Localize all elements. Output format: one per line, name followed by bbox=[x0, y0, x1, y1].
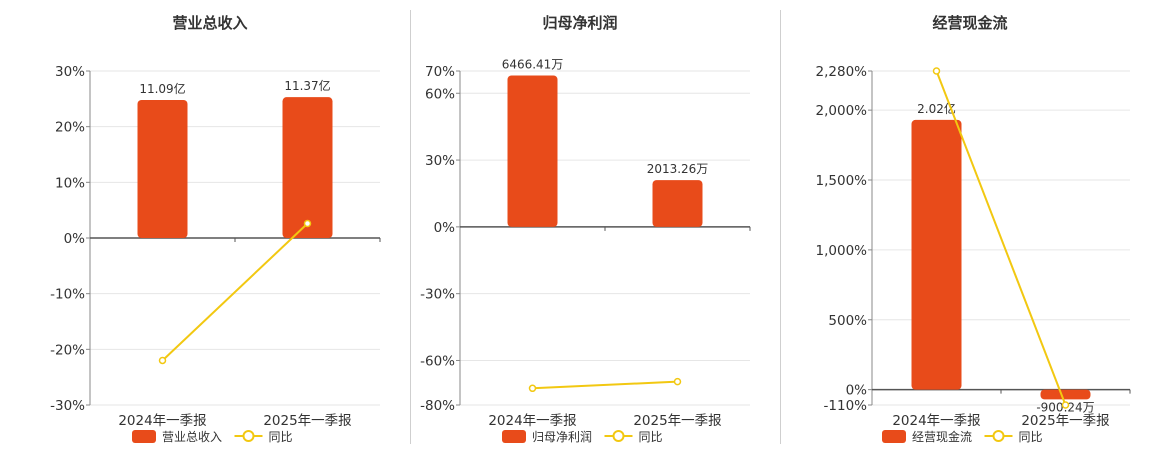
bar bbox=[652, 180, 703, 227]
bar-data-label: 2013.26万 bbox=[647, 162, 709, 176]
legend-bar-label: 归母净利润 bbox=[532, 430, 592, 444]
y-tick-label: 0% bbox=[64, 231, 86, 247]
x-tick-label: 2024年一季报 bbox=[118, 413, 206, 429]
x-tick-label: 2024年一季报 bbox=[892, 413, 980, 429]
yoy-point bbox=[932, 67, 941, 75]
x-tick-label: 2025年一季报 bbox=[633, 413, 721, 429]
bar bbox=[137, 99, 188, 239]
legend-bar-swatch bbox=[132, 430, 156, 443]
y-tick-label: 0% bbox=[846, 383, 868, 399]
y-tick-label: -30% bbox=[420, 287, 455, 303]
yoy-point bbox=[158, 356, 167, 365]
y-tick-label: -110% bbox=[824, 398, 868, 414]
y-tick-label: -20% bbox=[50, 342, 85, 358]
legend-line-label: 同比 bbox=[1019, 430, 1043, 444]
legend-line-label: 同比 bbox=[269, 430, 293, 444]
legend-line-marker bbox=[612, 430, 625, 442]
bar-data-label: 2.02亿 bbox=[917, 101, 956, 116]
bar-data-label: 6466.41万 bbox=[502, 57, 564, 71]
bar bbox=[282, 97, 333, 238]
legend-bar-label: 营业总收入 bbox=[162, 430, 222, 444]
yoy-point bbox=[528, 384, 537, 393]
bar bbox=[911, 119, 962, 390]
y-tick-label: 2,000% bbox=[816, 103, 868, 119]
bar-data-label: 11.37亿 bbox=[284, 78, 330, 93]
y-tick-label: -10% bbox=[50, 287, 85, 303]
y-tick-label: -80% bbox=[420, 398, 455, 414]
y-tick-label: 10% bbox=[55, 175, 85, 191]
y-tick-label: 1,500% bbox=[816, 173, 868, 189]
legend-bar-swatch bbox=[882, 430, 906, 443]
yoy-line bbox=[532, 380, 678, 390]
yoy-point bbox=[303, 219, 312, 228]
x-tick-label: 2025年一季报 bbox=[263, 413, 351, 429]
y-tick-label: 0% bbox=[434, 220, 456, 236]
legend-bar-label: 经营现金流 bbox=[912, 429, 972, 444]
y-tick-label: -60% bbox=[420, 353, 455, 369]
yoy-line bbox=[935, 70, 1067, 406]
yoy-line bbox=[161, 222, 309, 362]
panel-divider bbox=[410, 10, 411, 444]
y-tick-label: 1,000% bbox=[816, 243, 868, 259]
y-tick-label: 30% bbox=[55, 64, 85, 80]
chart-title: 营业总收入 bbox=[172, 14, 247, 32]
y-tick-label: 60% bbox=[425, 86, 455, 102]
bar-data-label: 11.09亿 bbox=[139, 81, 185, 96]
panel-divider bbox=[780, 10, 781, 444]
x-tick-label: 2024年一季报 bbox=[488, 413, 576, 429]
chart-title: 经营现金流 bbox=[932, 14, 1007, 32]
legend-line-marker bbox=[992, 430, 1005, 442]
bar bbox=[507, 75, 558, 227]
y-tick-label: -30% bbox=[50, 398, 85, 414]
legend-line-label: 同比 bbox=[639, 430, 663, 444]
y-tick-label: 70% bbox=[425, 64, 455, 80]
yoy-point bbox=[1061, 401, 1070, 409]
legend-line-marker bbox=[242, 430, 255, 442]
yoy-point bbox=[673, 377, 682, 386]
bar bbox=[1040, 389, 1091, 400]
y-tick-label: 500% bbox=[828, 313, 867, 329]
x-tick-label: 2025年一季报 bbox=[1021, 413, 1109, 429]
y-tick-label: 2,280% bbox=[816, 64, 868, 80]
y-tick-label: 30% bbox=[425, 153, 455, 169]
legend-bar-swatch bbox=[502, 430, 526, 443]
y-tick-label: 20% bbox=[55, 120, 85, 136]
chart-title: 归母净利润 bbox=[542, 14, 617, 32]
